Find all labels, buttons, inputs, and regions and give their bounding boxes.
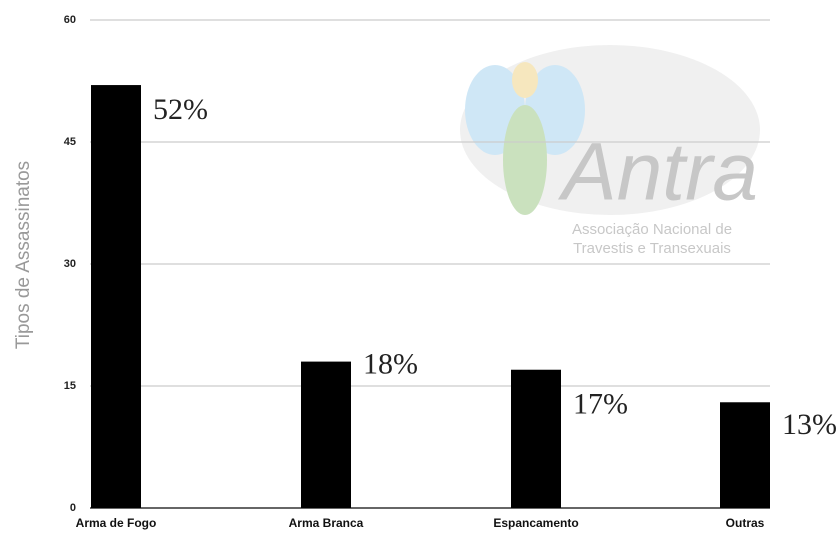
value-label: 13% bbox=[782, 408, 837, 441]
y-tick-label: 60 bbox=[64, 14, 76, 26]
y-tick-label: 0 bbox=[70, 502, 76, 514]
bar bbox=[720, 402, 770, 508]
x-tick-label: Outras bbox=[726, 516, 765, 530]
x-tick-label: Espancamento bbox=[493, 516, 578, 530]
x-tick-label: Arma de Fogo bbox=[76, 516, 157, 530]
y-axis-label: Tipos de Assassinatos bbox=[13, 161, 34, 349]
bar bbox=[511, 369, 561, 508]
figure bbox=[503, 105, 547, 215]
watermark-title: Antra bbox=[557, 127, 758, 218]
y-tick-label: 15 bbox=[64, 380, 76, 392]
head bbox=[512, 62, 538, 98]
bar bbox=[301, 361, 351, 508]
y-tick-label: 30 bbox=[64, 258, 76, 270]
bar bbox=[91, 85, 141, 509]
watermark-line: Travestis e Transexuais bbox=[573, 240, 731, 257]
watermark-logo: Antra Associação Nacional de Travestis e… bbox=[460, 45, 760, 257]
value-label: 52% bbox=[153, 93, 208, 126]
x-tick-label: Arma Branca bbox=[289, 516, 364, 530]
watermark-line: Associação Nacional de bbox=[572, 221, 732, 238]
y-tick-label: 45 bbox=[64, 136, 76, 148]
value-label: 17% bbox=[573, 388, 628, 421]
value-label: 18% bbox=[363, 347, 418, 380]
